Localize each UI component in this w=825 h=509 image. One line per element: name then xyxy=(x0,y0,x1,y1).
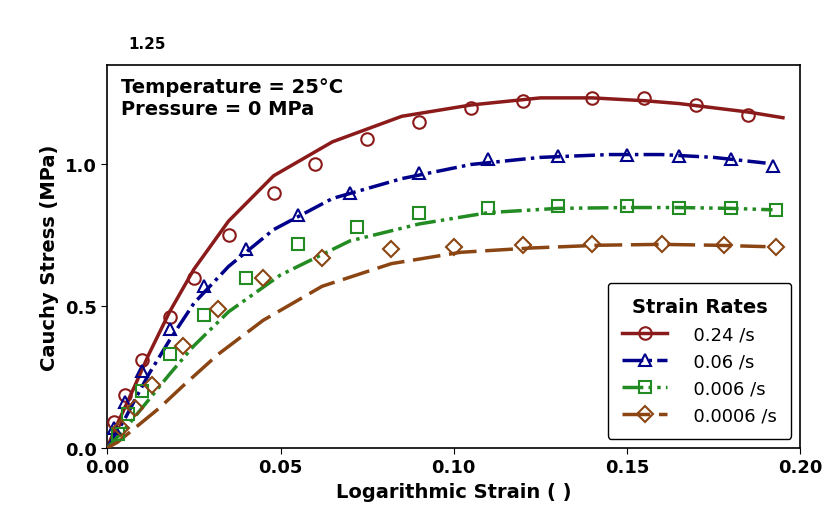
Text: 1.25: 1.25 xyxy=(128,37,165,52)
Y-axis label: Cauchy Stress (MPa): Cauchy Stress (MPa) xyxy=(40,144,59,370)
Legend:   0.24 /s,   0.06 /s,   0.006 /s,   0.0006 /s: 0.24 /s, 0.06 /s, 0.006 /s, 0.0006 /s xyxy=(608,283,791,439)
X-axis label: Logarithmic Strain ( ): Logarithmic Strain ( ) xyxy=(336,482,572,501)
Text: Temperature = 25°C
Pressure = 0 MPa: Temperature = 25°C Pressure = 0 MPa xyxy=(121,77,343,119)
